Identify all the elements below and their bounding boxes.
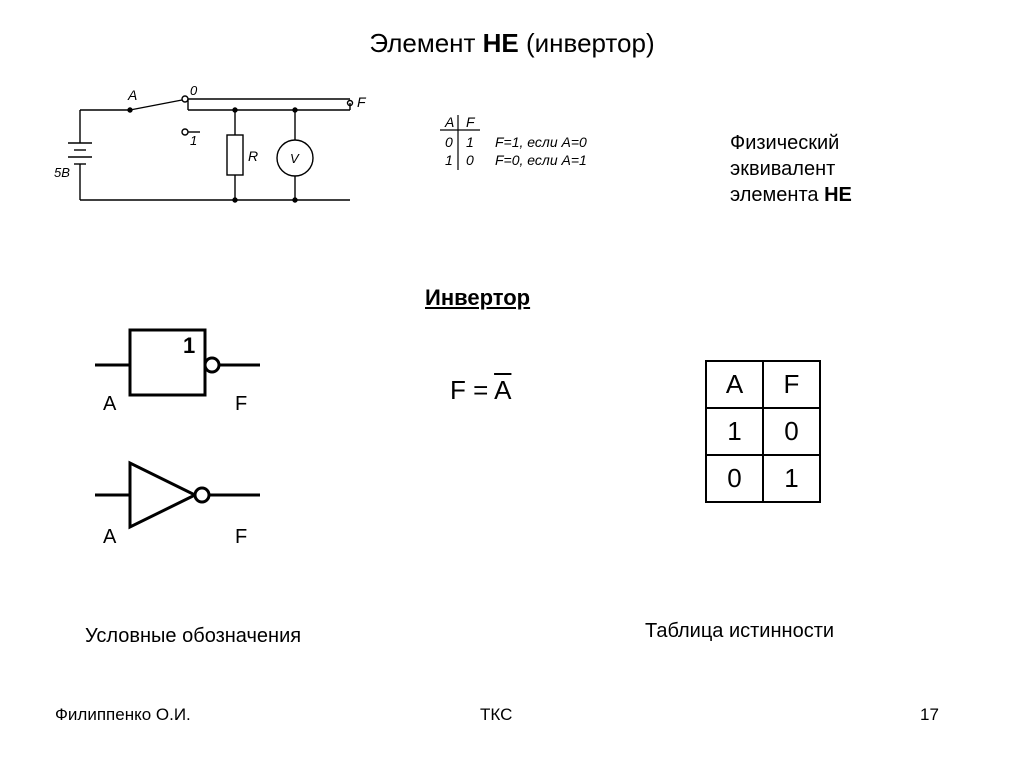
inverter-symbol-ansi: A F xyxy=(95,455,265,545)
footer-subject: ТКС xyxy=(480,705,512,725)
circuit-label-A: A xyxy=(127,87,137,103)
circuit-label-R: R xyxy=(248,148,258,164)
mini-table-head-A: A xyxy=(444,114,454,130)
phys-line2: эквивалент xyxy=(730,158,835,180)
mini-table-r0c0: 0 xyxy=(445,134,453,150)
circuit-label-V: V xyxy=(290,151,300,166)
mini-table-cond-1: F=0, если A=1 xyxy=(495,152,587,168)
formula-rhs: A xyxy=(494,375,511,405)
iec-inner-label: 1 xyxy=(183,333,195,358)
truth-cell: 0 xyxy=(706,455,763,502)
title-prefix: Элемент xyxy=(369,28,482,58)
footer-author: Филиппенко О.И. xyxy=(55,705,191,725)
truth-table: A F 1 0 0 1 xyxy=(705,360,821,503)
mini-table-r1c0: 1 xyxy=(445,152,453,168)
physical-circuit-diagram: A 0 1 F R V 5В A F 0 1 1 0 F=1, если A=0… xyxy=(50,85,670,220)
ansi-input-label: A xyxy=(103,526,117,545)
mini-table-r0c1: 1 xyxy=(466,134,474,150)
truth-cell: F xyxy=(763,361,820,408)
formula-lhs: F = xyxy=(450,375,494,405)
physical-equivalent-label: Физический эквивалент элемента НЕ xyxy=(730,130,970,208)
truth-cell: 1 xyxy=(763,455,820,502)
inverter-symbol-iec: 1 A F xyxy=(95,325,265,415)
title-suffix: (инвертор) xyxy=(519,28,655,58)
truth-table-caption: Таблица истинности xyxy=(645,620,834,643)
iec-input-label: A xyxy=(103,393,117,415)
phys-line3-prefix: элемента xyxy=(730,184,824,206)
symbols-caption: Условные обозначения xyxy=(85,625,301,648)
circuit-label-one: 1 xyxy=(190,133,197,148)
footer-page-number: 17 xyxy=(920,705,939,725)
truth-cell: A xyxy=(706,361,763,408)
table-row: 0 1 xyxy=(706,455,820,502)
mini-table-head-F: F xyxy=(466,114,476,130)
phys-line1: Физический xyxy=(730,132,839,154)
inverter-heading: Инвертор xyxy=(425,285,530,311)
circuit-label-zero: 0 xyxy=(190,85,198,98)
inverter-formula: F = A xyxy=(450,375,511,406)
circuit-label-F: F xyxy=(357,94,367,110)
truth-cell: 1 xyxy=(706,408,763,455)
mini-table-cond-0: F=1, если A=0 xyxy=(495,134,587,150)
iec-output-label: F xyxy=(235,393,247,415)
truth-cell: 0 xyxy=(763,408,820,455)
title-bold: НЕ xyxy=(483,28,519,58)
phys-line3-bold: НЕ xyxy=(824,184,852,206)
table-row: 1 0 xyxy=(706,408,820,455)
page-title: Элемент НЕ (инвертор) xyxy=(0,28,1024,59)
circuit-label-voltage: 5В xyxy=(54,165,70,180)
ansi-output-label: F xyxy=(235,526,247,545)
table-row: A F xyxy=(706,361,820,408)
slide: Элемент НЕ (инвертор) xyxy=(0,0,1024,767)
mini-table-r1c1: 0 xyxy=(466,152,474,168)
